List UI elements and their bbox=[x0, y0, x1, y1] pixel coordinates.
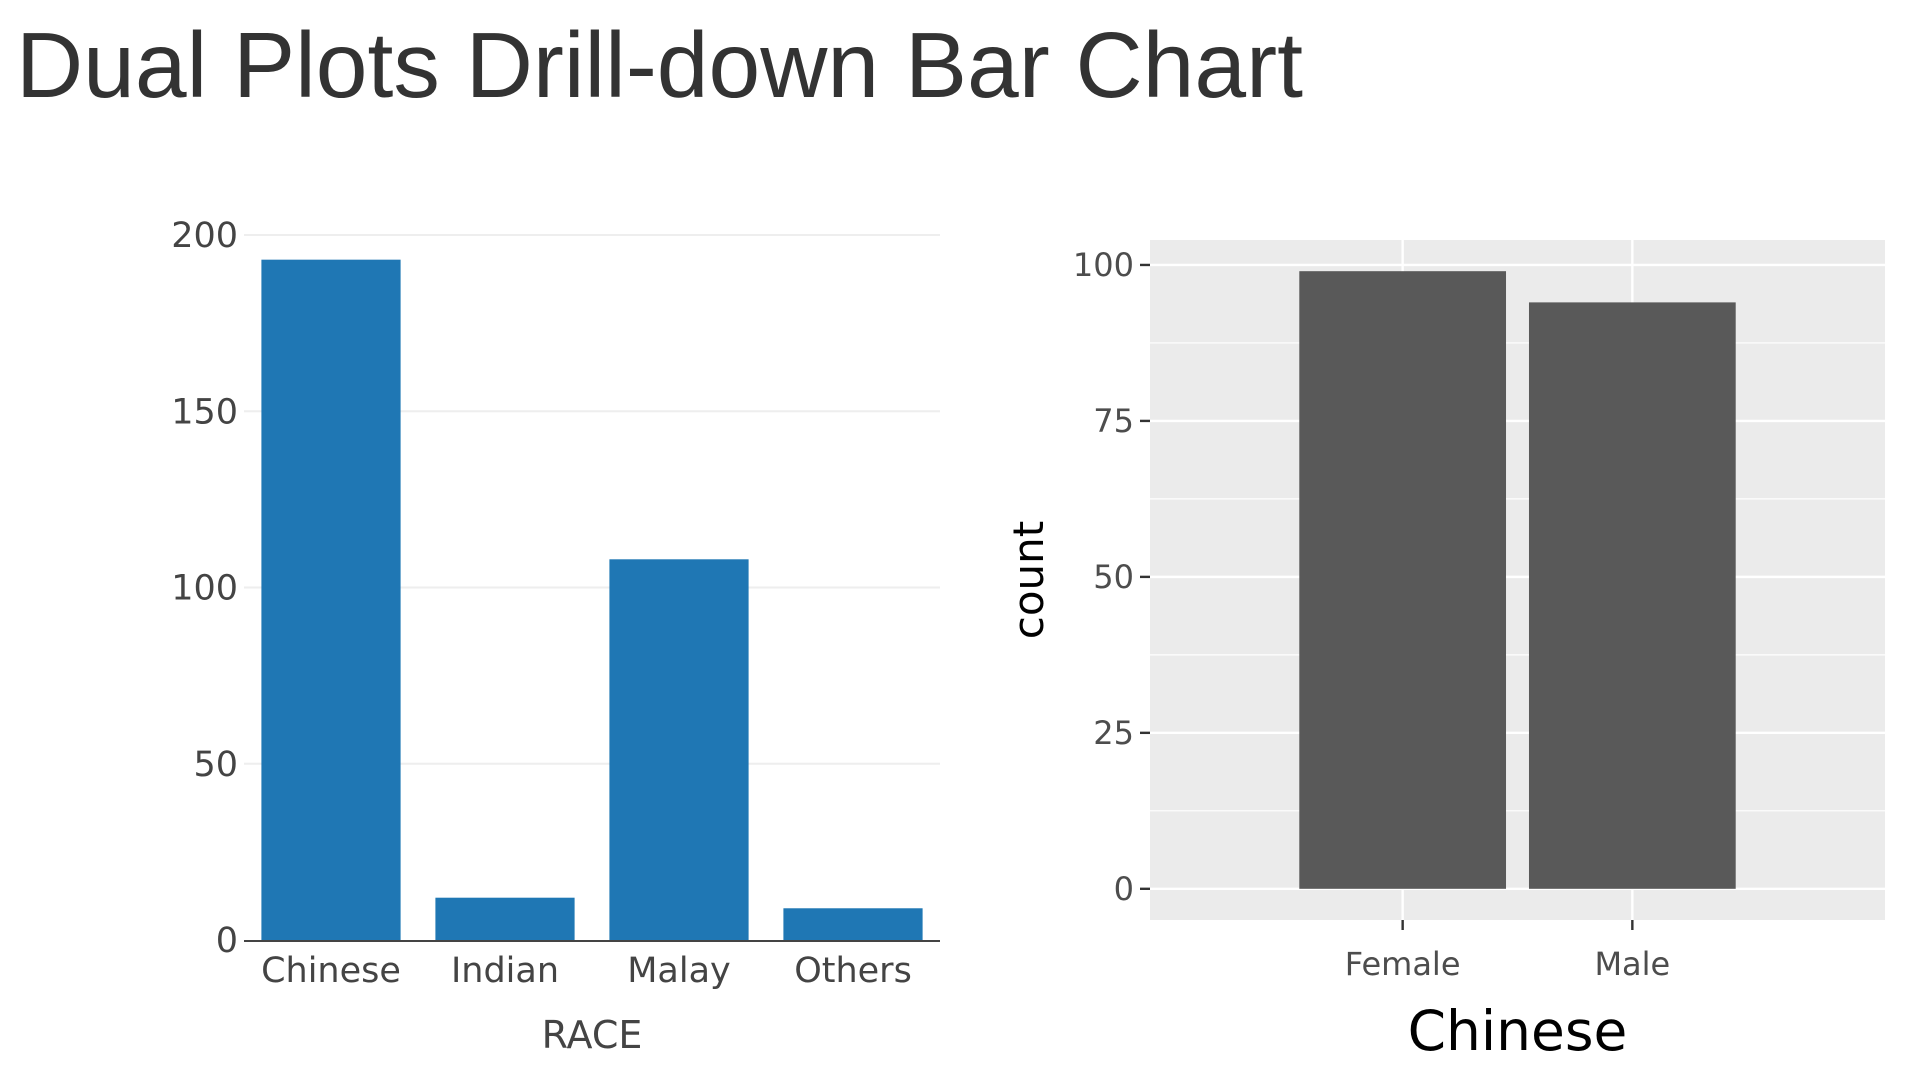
y-tick-label: 100 bbox=[1073, 246, 1134, 284]
y-axis-title: count bbox=[1004, 521, 1053, 640]
y-tick-label: 50 bbox=[1093, 558, 1134, 596]
bar bbox=[261, 259, 401, 940]
y-tick-label: 200 bbox=[171, 216, 238, 256]
x-axis-title: Chinese bbox=[1408, 999, 1628, 1063]
y-tick-label: 0 bbox=[216, 921, 238, 961]
y-tick-label: 100 bbox=[171, 569, 238, 609]
plot-panel bbox=[1150, 240, 1885, 920]
page-title: Dual Plots Drill-down Bar Chart bbox=[16, 13, 1303, 117]
y-tick-label: 50 bbox=[193, 745, 238, 785]
x-tick-label: Indian bbox=[451, 951, 559, 991]
x-tick-label: Others bbox=[794, 951, 912, 991]
x-tick-label: Female bbox=[1345, 945, 1461, 983]
x-tick-label: Chinese bbox=[261, 951, 401, 991]
bar bbox=[1528, 302, 1736, 889]
bar bbox=[435, 897, 575, 940]
y-tick-label: 75 bbox=[1093, 402, 1134, 440]
y-tick-label: 0 bbox=[1114, 870, 1134, 908]
x-tick-label: Malay bbox=[627, 951, 731, 991]
y-tick-label: 25 bbox=[1093, 714, 1134, 752]
bar bbox=[783, 908, 923, 940]
race-bar-chart: 0 50 100 150 200 Chinese Indian Malay Others RACE bbox=[171, 216, 940, 1057]
y-tick-label: 150 bbox=[171, 392, 238, 432]
gender-bar-chart: Female Male 0 25 50 75 100 Chinese count bbox=[1004, 240, 1885, 1063]
bar bbox=[609, 559, 749, 940]
bar bbox=[1299, 271, 1507, 889]
x-tick-label: Male bbox=[1594, 945, 1670, 983]
x-axis-title: RACE bbox=[542, 1013, 643, 1057]
